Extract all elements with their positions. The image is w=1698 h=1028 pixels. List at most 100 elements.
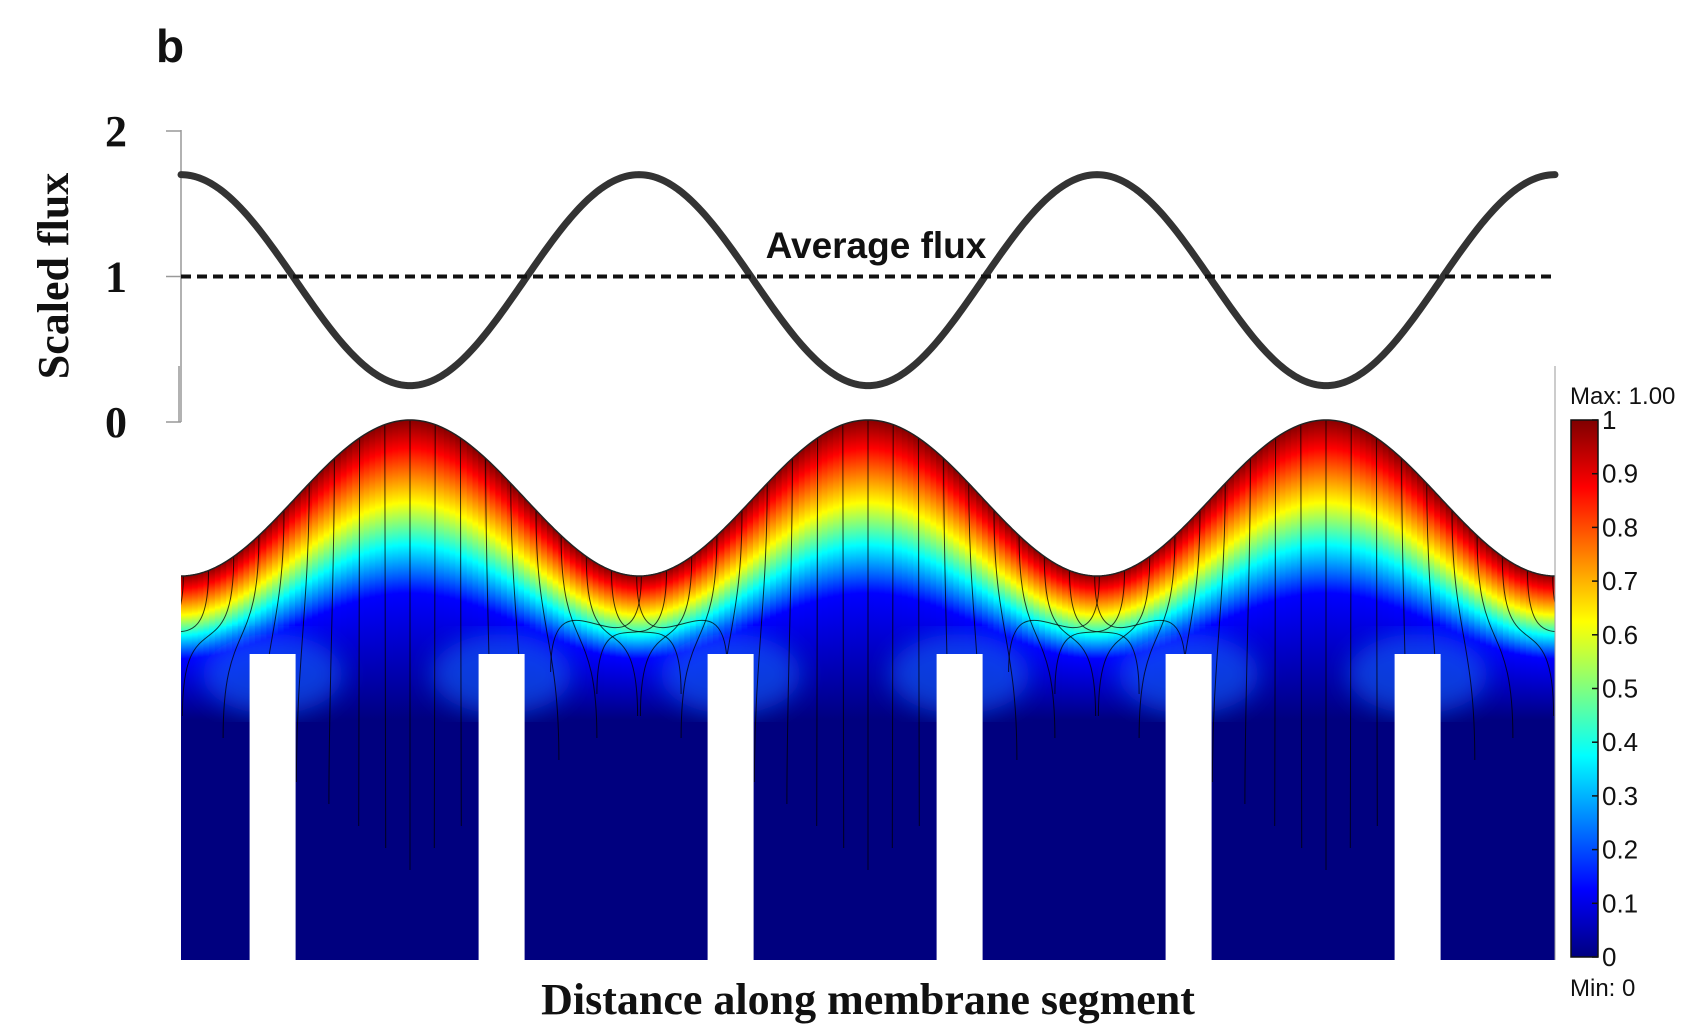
band-slice (506, 480, 514, 720)
band-slice (1228, 474, 1235, 720)
band-slice (833, 425, 840, 720)
contour-line (1244, 458, 1251, 805)
contour-line (636, 575, 728, 673)
band-slice (203, 569, 211, 720)
band-slice (1520, 566, 1527, 720)
colorbar: Max: 1.00 00.10.20.30.40.50.60.70.80.91 … (1570, 383, 1675, 1002)
band-slice (1199, 505, 1207, 720)
band-slice (930, 447, 938, 720)
band-slice (861, 420, 869, 720)
band-slice (815, 434, 823, 720)
contour-line (550, 575, 642, 673)
contour-line (433, 424, 436, 849)
band-slice (1382, 443, 1390, 720)
contour-line (596, 570, 667, 695)
band-slice (426, 420, 434, 720)
flux-line (177, 171, 1559, 390)
band-slice (798, 447, 806, 720)
band-slice (1296, 422, 1304, 720)
band-slice (1142, 557, 1150, 720)
band-slice (1113, 571, 1121, 720)
band-slice (243, 544, 251, 720)
band-slice (747, 499, 754, 720)
band-slice (1033, 548, 1041, 720)
band-slice (1514, 564, 1522, 720)
band-slice (1434, 492, 1441, 720)
colorbar-tick-label: 0.6 (1602, 620, 1638, 650)
contour-line (680, 535, 718, 739)
band-slice (1348, 422, 1356, 720)
contour-line (1300, 424, 1303, 849)
colorbar-tick-label: 0.4 (1602, 727, 1638, 757)
band-slice (254, 534, 262, 720)
band-slice (181, 573, 188, 720)
band-slice (323, 463, 331, 720)
band-slice (1525, 569, 1533, 720)
band-slice (564, 539, 571, 720)
band-slice (804, 443, 812, 720)
contour-line (560, 535, 598, 739)
spacer-slot (249, 654, 296, 962)
band-slice (1256, 447, 1264, 720)
contour-line (1008, 575, 1100, 673)
band-slice (1262, 443, 1270, 720)
band-slice (678, 560, 686, 720)
band-slice (1107, 572, 1115, 720)
band-slice (438, 425, 445, 720)
band-slice (1085, 573, 1092, 720)
band-slice (472, 447, 480, 720)
band-slice (524, 499, 531, 720)
x-axis-label: Distance along membrane segment (541, 975, 1195, 1024)
band-slice (884, 420, 892, 720)
band-slice (1182, 522, 1190, 720)
colorbar-tick-label: 0.1 (1602, 888, 1638, 918)
band-slice (781, 463, 789, 720)
band-slice (1462, 522, 1470, 720)
y-ticks: 0 1 2 (105, 107, 181, 447)
spacer-slot (1165, 654, 1212, 962)
band-slice (644, 573, 651, 720)
band-slice (947, 463, 955, 720)
contour-line (1501, 556, 1555, 717)
band-slice (1354, 425, 1361, 720)
band-slice (707, 539, 714, 720)
band-slice (970, 486, 978, 720)
colorbar-tick-label: 0.2 (1602, 835, 1638, 865)
band-slice (220, 560, 228, 720)
colorbar-ticks: 0 0.1 0.2 0.3 0.4 0.5 0.6 0.7 0.8 0.9 1 (1592, 405, 1638, 972)
band-slice (764, 480, 772, 720)
contour-line (639, 556, 693, 717)
band-slice (529, 505, 537, 720)
band-slice (1056, 564, 1064, 720)
band-slice (581, 553, 588, 720)
concentration-band (181, 420, 1555, 720)
band-slice (1377, 438, 1384, 720)
band-slice (1468, 528, 1476, 720)
band-slice (758, 486, 766, 720)
contour-line (611, 570, 682, 695)
band-slice (1016, 534, 1024, 720)
band-slice (449, 431, 457, 720)
band-slice (1508, 560, 1516, 720)
band-slice (1211, 492, 1218, 720)
band-slice (1165, 539, 1172, 720)
band-slice (1125, 566, 1132, 720)
band-slice (363, 431, 371, 720)
band-slice (873, 420, 880, 720)
contour-line (1069, 570, 1140, 695)
band-slice (1027, 544, 1035, 720)
contour-line (1018, 535, 1056, 739)
y-tick-label: 0 (105, 398, 127, 447)
membrane-boundary (180, 419, 1556, 577)
contour-line (1349, 424, 1352, 849)
band-slice (1022, 539, 1029, 720)
band-slice (209, 566, 216, 720)
band-slice (661, 569, 669, 720)
band-slice (627, 573, 634, 720)
contour-line (842, 424, 845, 849)
band-slice (878, 420, 886, 720)
band-slice (1148, 553, 1155, 720)
band-slice (718, 528, 726, 720)
band-slice (735, 511, 743, 720)
band-slice (186, 573, 193, 720)
